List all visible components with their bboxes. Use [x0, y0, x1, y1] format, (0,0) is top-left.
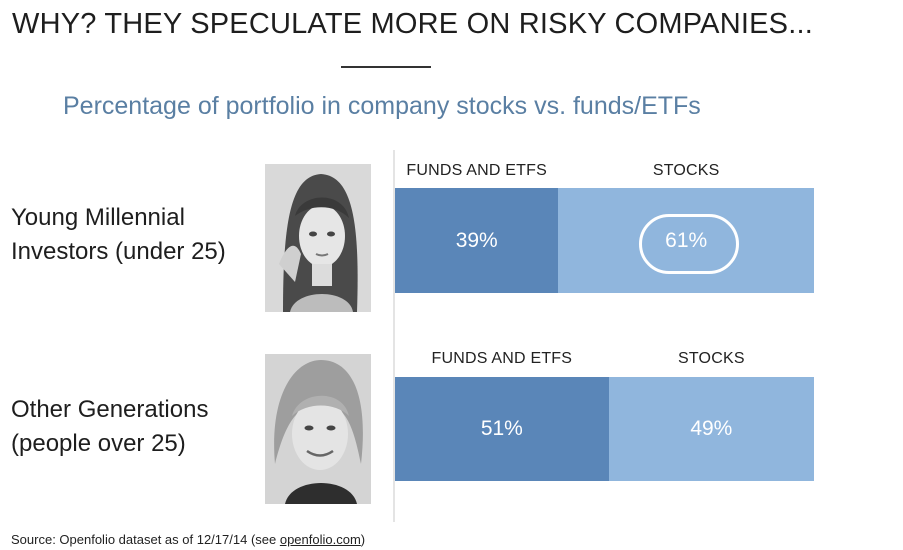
group-label-young-millennial: Young Millennial Investors (under 25): [11, 201, 226, 269]
source-note: Source: Openfolio dataset as of 12/17/14…: [11, 532, 365, 547]
column-header-stocks-2: STOCKS: [677, 350, 745, 367]
column-header-stocks-1: STOCKS: [652, 162, 720, 179]
portrait-photo-young-woman: [265, 164, 371, 312]
portrait-photo-older-woman: [265, 354, 371, 504]
group-label-line: Investors (under 25): [11, 238, 226, 265]
source-link[interactable]: openfolio.com: [279, 532, 361, 547]
bar-value-label: 61%: [665, 228, 708, 252]
group-label-line: Young Millennial: [11, 204, 185, 231]
group-label-line: (people over 25): [11, 430, 186, 457]
group-label-line: Other Generations: [11, 396, 209, 423]
source-prefix: Source: Openfolio dataset as of 12/17/14…: [11, 532, 280, 547]
portrait-older-woman-graphic: [265, 354, 371, 504]
bar-value-label: 51%: [480, 417, 523, 440]
bar-segment-stocks-1: 61%: [558, 188, 814, 293]
column-header-funds-1: FUNDS AND ETFS: [406, 162, 547, 179]
portrait-young-woman-graphic: [265, 164, 371, 312]
group-label-other-generations: Other Generations (people over 25): [11, 393, 208, 461]
bar-segment-funds-1: 39%: [395, 188, 559, 293]
highlight-ring: [639, 213, 740, 274]
chart-baseline: [393, 150, 395, 522]
source-suffix: ): [360, 532, 366, 547]
bar-segment-stocks-2: 49%: [608, 377, 814, 481]
bar-value-label: 39%: [455, 228, 498, 252]
column-header-funds-2: FUNDS AND ETFS: [431, 350, 573, 367]
slide-title: WHY? THEY SPECULATE MORE ON RISKY COMPAN…: [12, 8, 813, 40]
bar-segment-funds-2: 51%: [395, 377, 609, 481]
title-divider: [341, 66, 431, 68]
bar-value-label: 49%: [690, 417, 733, 440]
chart-subtitle: Percentage of portfolio in company stock…: [63, 92, 701, 120]
